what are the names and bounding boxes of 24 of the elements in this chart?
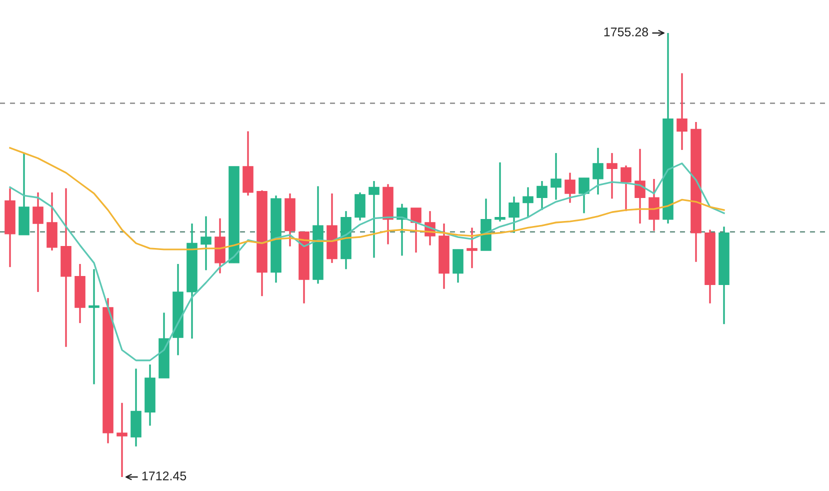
candlestick bbox=[592, 147, 604, 196]
candlestick bbox=[634, 148, 646, 224]
candlestick bbox=[32, 192, 44, 293]
candlestick bbox=[522, 186, 534, 218]
candlestick bbox=[116, 402, 128, 478]
candlestick bbox=[578, 177, 590, 214]
candlestick bbox=[648, 178, 660, 232]
candlestick bbox=[354, 192, 366, 222]
candlestick bbox=[536, 180, 548, 211]
candlestick bbox=[368, 180, 380, 259]
candlestick bbox=[88, 268, 100, 386]
annotation: 1712.45 bbox=[142, 472, 186, 480]
candlestick bbox=[452, 248, 464, 284]
candlestick bbox=[494, 162, 506, 222]
candlestick bbox=[676, 72, 688, 151]
candlestick bbox=[410, 207, 422, 254]
candlestick bbox=[564, 172, 576, 204]
candlestick bbox=[200, 215, 212, 272]
candlestick bbox=[508, 196, 520, 234]
candlestick bbox=[550, 152, 562, 201]
annotation: 1755.28 bbox=[604, 28, 648, 36]
candlestick bbox=[606, 152, 618, 200]
candlestick bbox=[466, 226, 478, 269]
candlestick bbox=[620, 164, 632, 212]
